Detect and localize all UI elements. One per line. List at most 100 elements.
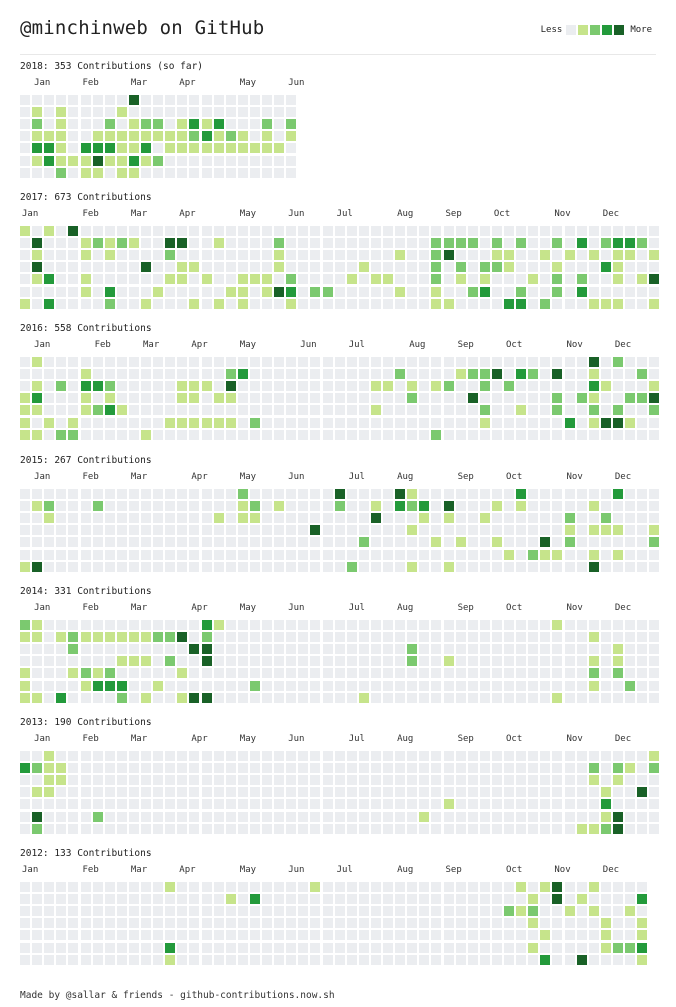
contribution-cell xyxy=(128,751,139,761)
contribution-cell xyxy=(56,644,67,655)
contribution-cell xyxy=(528,775,539,786)
contribution-cell xyxy=(116,143,127,154)
contribution-cell xyxy=(44,226,55,236)
contribution-cell xyxy=(116,393,127,404)
contribution-cell xyxy=(600,799,611,810)
contribution-cell xyxy=(552,656,563,667)
contribution-cell xyxy=(600,357,611,367)
contribution-cell xyxy=(612,489,623,499)
contribution-cell xyxy=(540,954,551,965)
contribution-cell xyxy=(249,644,260,655)
contribution-cell xyxy=(189,167,200,178)
contribution-cell xyxy=(225,167,236,178)
contribution-cell xyxy=(153,393,164,404)
contribution-cell xyxy=(274,775,285,786)
contribution-cell xyxy=(189,429,200,440)
month-label-2016-oct: Oct xyxy=(506,340,523,350)
contribution-cell xyxy=(504,525,514,536)
contribution-cell xyxy=(116,930,127,941)
contribution-cell xyxy=(225,369,236,380)
contribution-cell xyxy=(600,537,611,548)
contribution-cell xyxy=(262,632,272,643)
contribution-cell xyxy=(177,644,188,655)
contribution-cell xyxy=(443,894,454,905)
contribution-cell xyxy=(552,417,563,428)
contribution-cell xyxy=(625,787,635,798)
contribution-cell xyxy=(370,489,381,499)
contribution-cell xyxy=(116,894,127,905)
contribution-cell xyxy=(310,954,321,965)
contribution-cell xyxy=(286,680,297,691)
contribution-cell xyxy=(395,525,406,536)
contribution-cell xyxy=(262,405,272,416)
contribution-cell xyxy=(443,882,454,892)
contribution-cell xyxy=(116,906,127,917)
contribution-cell xyxy=(177,417,188,428)
contribution-cell xyxy=(116,429,127,440)
contribution-cell xyxy=(346,393,357,404)
contribution-cell xyxy=(128,95,139,105)
contribution-cell xyxy=(298,429,309,440)
contribution-cell xyxy=(56,250,67,261)
contribution-cell xyxy=(370,357,381,367)
contribution-cell xyxy=(588,250,599,261)
month-label-2012-mar: Mar xyxy=(130,865,148,875)
contribution-cell xyxy=(479,405,490,416)
contribution-cell xyxy=(262,250,272,261)
contribution-cell xyxy=(44,692,55,703)
contribution-cell xyxy=(141,357,151,367)
contribution-cell xyxy=(528,811,539,822)
contribution-cell xyxy=(637,680,648,691)
contribution-cell xyxy=(20,811,30,822)
contribution-cell xyxy=(467,513,478,524)
contribution-cell xyxy=(44,823,55,834)
contribution-cell xyxy=(467,906,478,917)
contribution-cell xyxy=(370,417,381,428)
contribution-cell xyxy=(552,823,563,834)
contribution-cell xyxy=(80,274,91,285)
contribution-cell xyxy=(637,298,648,309)
contribution-cell xyxy=(625,930,635,941)
contribution-cell xyxy=(68,894,79,905)
contribution-cell xyxy=(443,954,454,965)
contribution-cell xyxy=(516,811,527,822)
contribution-cell xyxy=(431,775,442,786)
contribution-cell xyxy=(370,501,381,512)
contribution-cell xyxy=(116,250,127,261)
contribution-cell xyxy=(249,525,260,536)
contribution-cell xyxy=(383,620,393,630)
contribution-cell xyxy=(576,405,587,416)
contribution-cell xyxy=(419,680,430,691)
contribution-cell xyxy=(334,417,345,428)
contribution-cell xyxy=(213,143,224,154)
contribution-cell xyxy=(625,918,635,929)
contribution-cell xyxy=(177,656,188,667)
contribution-cell xyxy=(80,811,91,822)
contribution-cell xyxy=(443,226,454,236)
contribution-cell xyxy=(334,930,345,941)
contribution-cell xyxy=(286,823,297,834)
contribution-cell xyxy=(516,620,527,630)
contribution-cell xyxy=(310,262,321,273)
contribution-cell xyxy=(649,489,660,499)
contribution-cell xyxy=(443,381,454,392)
contribution-cell xyxy=(128,405,139,416)
contribution-cell xyxy=(153,513,164,524)
contribution-cell xyxy=(274,632,285,643)
contribution-cell xyxy=(576,429,587,440)
contribution-cell xyxy=(286,429,297,440)
contribution-cell xyxy=(237,763,248,774)
contribution-cell xyxy=(213,644,224,655)
contribution-cell xyxy=(600,763,611,774)
contribution-cell xyxy=(407,262,418,273)
contribution-cell xyxy=(334,393,345,404)
contribution-cell xyxy=(443,775,454,786)
contribution-cell xyxy=(504,692,514,703)
contribution-cell xyxy=(249,143,260,154)
contribution-cell xyxy=(649,226,660,236)
contribution-cell xyxy=(141,942,151,953)
contribution-cell xyxy=(141,680,151,691)
month-label-2017-feb: Feb xyxy=(82,209,99,219)
contribution-cell xyxy=(322,882,333,892)
contribution-cell xyxy=(455,811,466,822)
